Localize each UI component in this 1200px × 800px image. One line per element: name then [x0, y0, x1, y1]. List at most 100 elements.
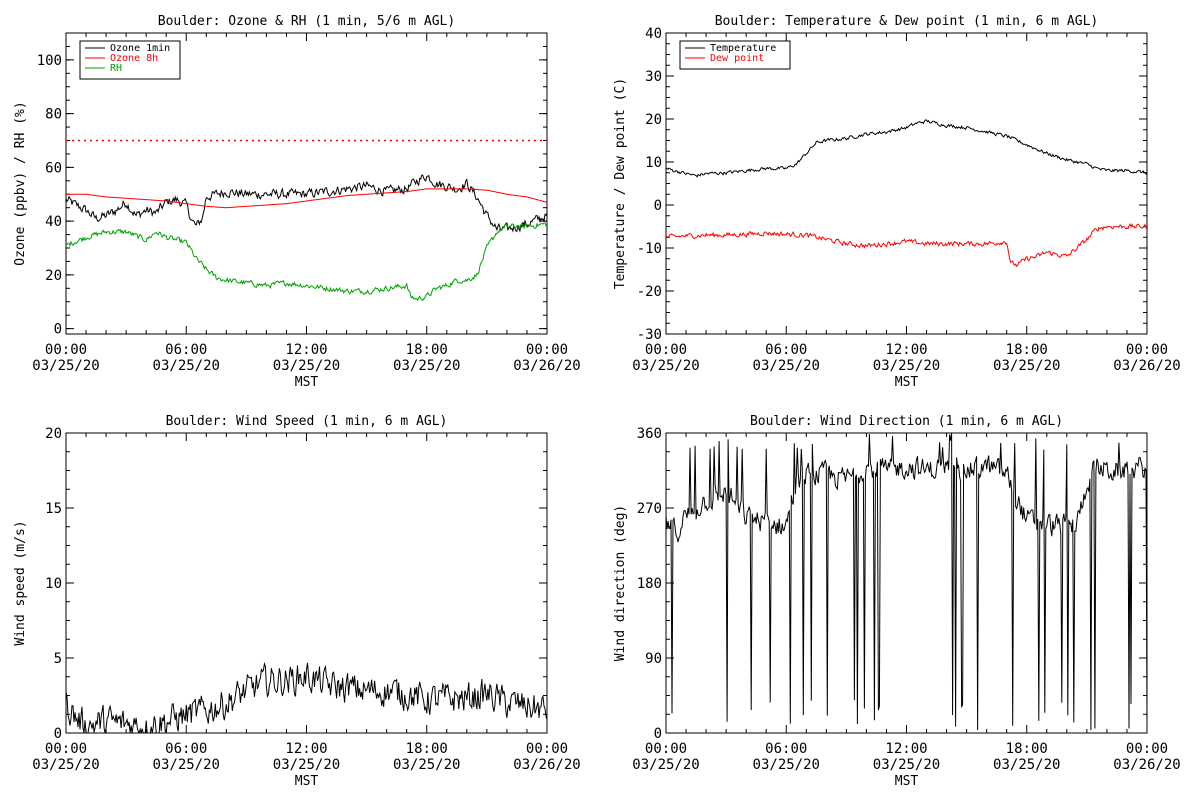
x-tick-label-time: 06:00: [165, 342, 207, 358]
legend-label: Ozone 8h: [110, 53, 158, 64]
x-tick-label-time: 12:00: [885, 741, 927, 757]
chart-panel-3: Boulder: Wind Speed (1 min, 6 m AGL) 0 5 10…: [13, 414, 581, 789]
x-tick-label-date: 03/25/20: [273, 358, 340, 374]
x-tick-label-time: 12:00: [885, 342, 927, 358]
y-tick-label: 80: [45, 107, 62, 123]
x-tick-label-time: 00:00: [526, 741, 568, 757]
legend-label: Ozone 1min: [110, 43, 170, 54]
x-tick-label-date: 03/26/20: [1113, 358, 1180, 374]
x-tick-label-time: 18:00: [1006, 342, 1048, 358]
y-tick-label: 10: [45, 576, 62, 592]
x-tick-label-time: 00:00: [45, 342, 87, 358]
x-tick-label-date: 03/25/20: [753, 358, 820, 374]
y-tick-label: 90: [645, 651, 662, 667]
x-tick-label-date: 03/25/20: [153, 757, 220, 773]
y-tick-label: 0: [654, 726, 662, 742]
series-line-dew-point: [666, 223, 1147, 267]
y-tick-label: 10: [645, 155, 662, 171]
plot-frame: [65, 432, 548, 734]
y-tick-label: 20: [45, 426, 62, 442]
x-tick-label-date: 03/25/20: [632, 358, 699, 374]
y-axis-label: Temperature / Dew point (C): [613, 78, 628, 289]
y-tick-label: 20: [645, 112, 662, 128]
series-group: [66, 139, 547, 302]
legend-label: RH: [110, 63, 122, 74]
chart-panel-4: Boulder: Wind Direction (1 min, 6 m AGL)…: [613, 414, 1181, 789]
y-tick-label: 360: [637, 426, 662, 442]
x-tick-label-date: 03/26/20: [513, 757, 580, 773]
x-tick-label-time: 00:00: [45, 741, 87, 757]
y-tick-label: 5: [54, 651, 62, 667]
y-axis-label: Wind direction (deg): [613, 505, 628, 662]
y-tick-label: 0: [654, 198, 662, 214]
x-tick-label-time: 06:00: [165, 741, 207, 757]
x-tick-label-date: 03/25/20: [32, 358, 99, 374]
x-tick-label-time: 12:00: [285, 342, 327, 358]
x-tick-label-date: 03/25/20: [393, 757, 460, 773]
x-tick-label-date: 03/25/20: [873, 757, 940, 773]
series-line-rh: [66, 222, 547, 302]
series-line-ozone-8h: [66, 188, 547, 209]
x-tick-label-time: 00:00: [1126, 741, 1168, 757]
x-tick-label-date: 03/26/20: [513, 358, 580, 374]
x-tick-label-time: 06:00: [765, 741, 807, 757]
plot-frame: [665, 32, 1148, 335]
chart-title: Boulder: Temperature & Dew point (1 min,…: [715, 14, 1099, 29]
x-axis-label: MST: [895, 375, 919, 390]
x-tick-label-time: 00:00: [645, 342, 687, 358]
series-line-temperature: [666, 119, 1147, 178]
legend-label: Temperature: [710, 43, 776, 54]
y-tick-label: 60: [45, 160, 62, 176]
x-tick-label-time: 18:00: [1006, 741, 1048, 757]
series-group: [66, 661, 547, 733]
x-tick-label-time: 12:00: [285, 741, 327, 757]
y-tick-label: 30: [645, 69, 662, 85]
x-tick-label-date: 03/25/20: [993, 757, 1060, 773]
x-tick-label-date: 03/25/20: [753, 757, 820, 773]
legend-box: [679, 40, 791, 70]
y-tick-label: 40: [645, 26, 662, 42]
x-tick-label-time: 00:00: [1126, 342, 1168, 358]
x-tick-label-date: 03/25/20: [32, 757, 99, 773]
x-axis-label: MST: [895, 774, 919, 789]
y-tick-label: -30: [637, 327, 662, 343]
y-tick-label: 0: [54, 726, 62, 742]
chart-title: Boulder: Wind Speed (1 min, 6 m AGL): [166, 414, 448, 429]
y-tick-label: 20: [45, 268, 62, 284]
x-tick-label-date: 03/26/20: [1113, 757, 1180, 773]
y-tick-label: -20: [637, 284, 662, 300]
series-group: [666, 119, 1147, 267]
series-group: [666, 433, 1147, 731]
x-axis-label: MST: [295, 375, 319, 390]
series-line-1: [666, 433, 1147, 731]
series-line-ozone-1min: [66, 174, 547, 233]
y-tick-label: -10: [637, 241, 662, 257]
y-tick-label: 270: [637, 501, 662, 517]
series-line-1: [66, 661, 547, 733]
x-tick-label-time: 18:00: [406, 741, 448, 757]
chart-title: Boulder: Wind Direction (1 min, 6 m AGL): [750, 414, 1063, 429]
legend-label: Dew point: [710, 53, 764, 64]
y-axis-label: Ozone (ppbv) / RH (%): [13, 101, 28, 265]
x-tick-label-time: 00:00: [526, 342, 568, 358]
y-tick-label: 180: [637, 576, 662, 592]
chart-panel-2: Boulder: Temperature & Dew point (1 min,…: [613, 14, 1181, 390]
x-tick-label-time: 00:00: [645, 741, 687, 757]
x-tick-label-time: 18:00: [406, 342, 448, 358]
y-tick-label: 40: [45, 214, 62, 230]
x-tick-label-date: 03/25/20: [273, 757, 340, 773]
x-tick-label-time: 06:00: [765, 342, 807, 358]
y-tick-label: 100: [37, 53, 62, 69]
chart-title: Boulder: Ozone & RH (1 min, 5/6 m AGL): [158, 14, 455, 29]
x-tick-label-date: 03/25/20: [153, 358, 220, 374]
chart-panel-1: Boulder: Ozone & RH (1 min, 5/6 m AGL) 0 2…: [13, 14, 581, 390]
x-axis-label: MST: [295, 774, 319, 789]
y-tick-label: 15: [45, 501, 62, 517]
x-tick-label-date: 03/25/20: [993, 358, 1060, 374]
x-tick-label-date: 03/25/20: [632, 757, 699, 773]
legend-box: [79, 40, 181, 80]
y-axis-label: Wind speed (m/s): [13, 520, 28, 645]
x-tick-label-date: 03/25/20: [873, 358, 940, 374]
y-tick-label: 0: [54, 322, 62, 338]
